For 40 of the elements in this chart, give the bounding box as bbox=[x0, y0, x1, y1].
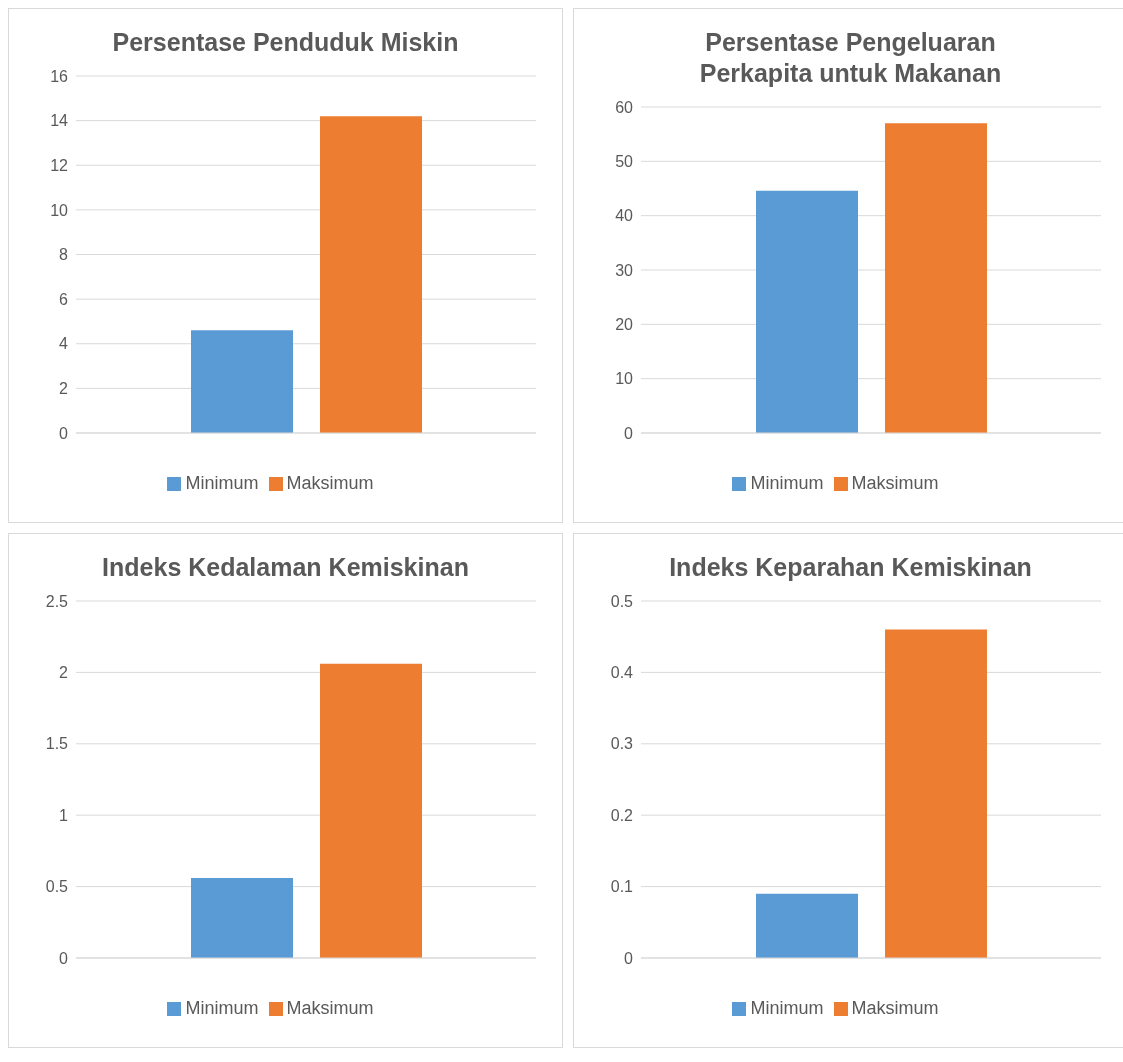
legend-label: Minimum bbox=[185, 473, 259, 493]
y-tick-label: 50 bbox=[614, 153, 633, 171]
y-tick-label: 6 bbox=[58, 290, 68, 308]
chart-title: Indeks Keparahan Kemiskinan bbox=[668, 552, 1033, 583]
legend-label: Minimum bbox=[750, 473, 824, 493]
legend-label: Maksimum bbox=[286, 998, 374, 1018]
y-tick-label: 0 bbox=[58, 424, 68, 442]
y-tick-label: 10 bbox=[614, 370, 633, 388]
y-tick-label: 0 bbox=[623, 949, 633, 967]
y-tick-label: 0.1 bbox=[610, 878, 633, 896]
y-tick-label: 0.4 bbox=[610, 664, 633, 682]
y-tick-label: 10 bbox=[49, 201, 68, 219]
y-tick-label: 0.5 bbox=[45, 878, 68, 896]
y-tick-label: 12 bbox=[49, 156, 68, 174]
y-tick-label: 2 bbox=[58, 664, 68, 682]
y-tick-label: 0.5 bbox=[610, 592, 633, 610]
y-tick-label: 16 bbox=[49, 67, 68, 85]
chart-title: Persentase Penduduk Miskin bbox=[111, 27, 460, 58]
legend-label: Minimum bbox=[750, 998, 824, 1018]
legend-label: Maksimum bbox=[851, 998, 939, 1018]
y-tick-label: 14 bbox=[49, 112, 68, 130]
y-tick-label: 40 bbox=[614, 207, 633, 225]
y-tick-label: 0.3 bbox=[610, 735, 633, 753]
y-tick-label: 0 bbox=[58, 949, 68, 967]
legend-label: Maksimum bbox=[286, 473, 374, 493]
y-tick-label: 2.5 bbox=[45, 592, 68, 610]
y-tick-label: 30 bbox=[614, 261, 633, 279]
chart-title: Persentase Pengeluaran Perkapita untuk Makanan bbox=[698, 27, 1003, 89]
y-tick-label: 60 bbox=[614, 98, 633, 116]
y-tick-label: 1.5 bbox=[45, 735, 68, 753]
chart-title: Indeks Kedalaman Kemiskinan bbox=[101, 552, 470, 583]
y-tick-label: 4 bbox=[58, 335, 68, 353]
y-tick-label: 8 bbox=[58, 246, 68, 264]
y-tick-label: 0.2 bbox=[610, 806, 633, 824]
y-tick-label: 20 bbox=[614, 316, 633, 334]
legend-label: Minimum bbox=[185, 998, 259, 1018]
y-tick-label: 1 bbox=[58, 806, 68, 824]
y-tick-label: 2 bbox=[58, 380, 68, 398]
legend-label: Maksimum bbox=[851, 473, 939, 493]
y-tick-label: 0 bbox=[623, 424, 633, 442]
